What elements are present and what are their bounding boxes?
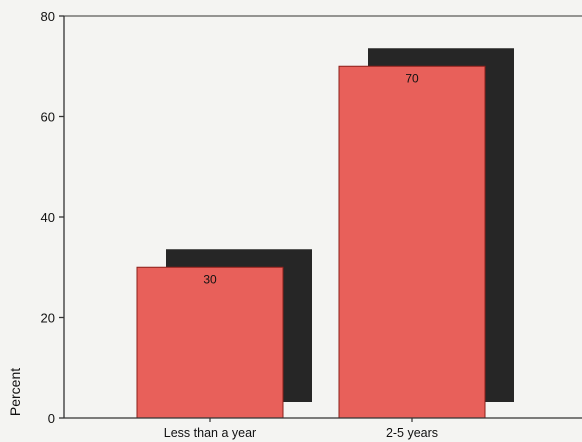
y-tick-label: 80 [41, 9, 55, 24]
axes [59, 15, 582, 422]
bar [338, 65, 486, 419]
y-tick-label: 20 [41, 311, 55, 326]
y-tick-label: 40 [41, 210, 55, 225]
labels: 30 Less than a year 70 2-5 years 0 20 40 60 80 [41, 9, 439, 440]
data-label: 70 [405, 71, 419, 85]
bar [136, 266, 284, 419]
x-tick-label: Less than a year [164, 426, 256, 440]
y-axis-label: Percent [7, 368, 23, 416]
y-tick-label: 0 [48, 411, 55, 426]
y-tick-label: 60 [41, 110, 55, 125]
x-tick-label: 2-5 years [386, 426, 438, 440]
data-label: 30 [203, 272, 217, 286]
bars [136, 65, 486, 419]
